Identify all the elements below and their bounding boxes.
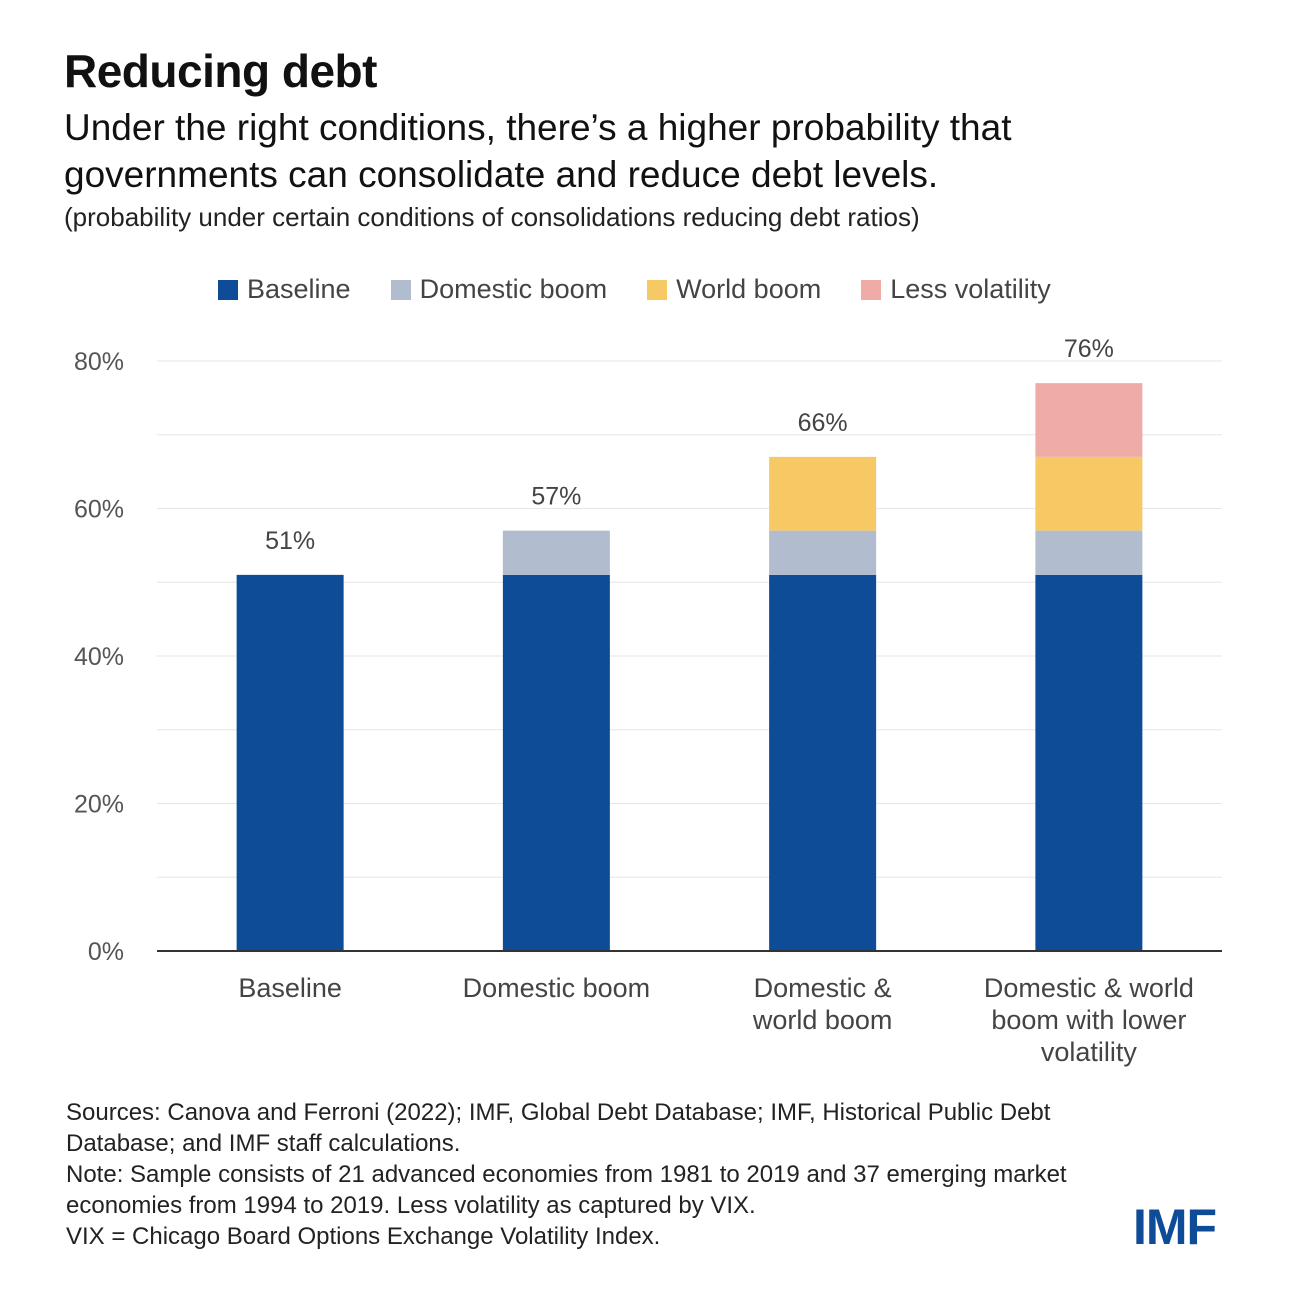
chart-subnote: (probability under certain conditions of… xyxy=(64,202,920,232)
y-tick-label: 0% xyxy=(88,938,124,966)
sources-note: Sources: Canova and Ferroni (2022); IMF,… xyxy=(66,1097,1086,1252)
bars xyxy=(236,383,1143,951)
bar-segment-less-volatility xyxy=(1035,383,1143,457)
bar-segment-baseline xyxy=(502,574,610,951)
legend-item-less-volatility: Less volatility xyxy=(861,274,1051,305)
bar-segment-domestic-boom xyxy=(769,530,877,575)
x-tick-label: Domestic & world boom with lower volatilit… xyxy=(984,973,1194,1067)
imf-logo: IMF xyxy=(1133,1199,1217,1255)
x-tick-label-line: Baseline xyxy=(238,973,342,1003)
legend-swatch-world-boom xyxy=(647,279,668,300)
bar-segment-baseline xyxy=(236,574,344,951)
legend-swatch-domestic-boom xyxy=(390,279,411,300)
total-label: 57% xyxy=(531,483,581,511)
legend: Baseline Domestic boom World boom Less v… xyxy=(218,274,1091,305)
x-axis-labels: Baseline Domestic boom Domestic & world boo… xyxy=(238,973,1194,1067)
y-tick-label: 20% xyxy=(74,791,124,819)
x-tick-label: Baseline xyxy=(238,973,342,1003)
x-tick-label: Domestic boom xyxy=(463,973,651,1003)
bar-segment-domestic-boom xyxy=(502,530,610,575)
legend-label-domestic-boom: Domestic boom xyxy=(419,274,608,304)
legend-label-baseline: Baseline xyxy=(247,274,351,304)
bar-segment-domestic-boom xyxy=(1035,530,1143,575)
y-tick-label: 40% xyxy=(74,643,124,671)
chart-subtitle: Under the right conditions, there’s a hi… xyxy=(64,107,1012,195)
bar-segment-baseline xyxy=(1035,574,1143,951)
note-text: Note: Sample consists of 21 advanced eco… xyxy=(66,1161,1067,1219)
legend-item-world-boom: World boom xyxy=(647,274,821,305)
legend-label-world-boom: World boom xyxy=(676,274,822,304)
x-tick-label-line: boom with lower xyxy=(991,1005,1186,1035)
legend-swatch-baseline xyxy=(218,279,238,300)
x-tick-label-line: volatility xyxy=(1041,1037,1138,1067)
x-tick-label-line: Domestic & xyxy=(754,973,892,1003)
bar-segment-world-boom xyxy=(769,456,877,531)
x-tick-label: Domestic & world boom xyxy=(752,973,893,1035)
total-label: 66% xyxy=(798,409,848,437)
vix-definition: VIX = Chicago Board Options Exchange Vol… xyxy=(66,1223,661,1250)
x-tick-label-line: world boom xyxy=(752,1005,893,1035)
bar-chart: 0% 20% 40% 60% 80% 51% 57% 66% 76% Baseline Dome… xyxy=(74,335,1222,1067)
legend-label-less-volatility: Less volatility xyxy=(890,274,1051,304)
total-label: 76% xyxy=(1064,335,1114,363)
legend-item-domestic-boom: Domestic boom xyxy=(390,274,608,305)
y-axis-ticks: 0% 20% 40% 60% 80% xyxy=(74,348,124,966)
x-tick-label-line: Domestic boom xyxy=(463,973,651,1003)
total-label: 51% xyxy=(265,527,315,555)
y-tick-label: 60% xyxy=(74,496,124,524)
legend-item-baseline: Baseline xyxy=(218,274,351,305)
bar-segment-world-boom xyxy=(1035,456,1143,531)
bar-segment-baseline xyxy=(769,574,877,951)
total-labels: 51% 57% 66% 76% xyxy=(265,335,1114,555)
legend-swatch-less-volatility xyxy=(861,279,882,300)
sources-text: Sources: Canova and Ferroni (2022); IMF,… xyxy=(66,1099,1051,1157)
x-tick-label-line: Domestic & world xyxy=(984,973,1194,1003)
chart-title: Reducing debt xyxy=(64,45,377,97)
y-tick-label: 80% xyxy=(74,348,124,376)
